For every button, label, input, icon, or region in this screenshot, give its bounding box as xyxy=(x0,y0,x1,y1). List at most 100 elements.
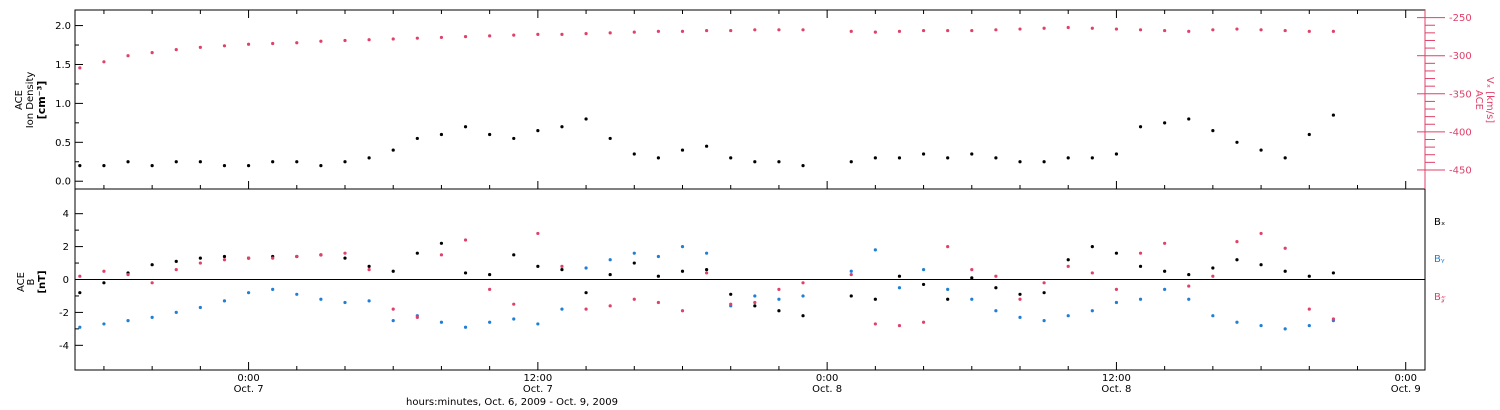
data-point xyxy=(150,263,154,267)
data-point xyxy=(439,35,444,40)
data-point xyxy=(463,325,468,329)
data-point xyxy=(198,261,202,265)
data-point xyxy=(1163,121,1167,125)
density-label-line-3: [cm⁻³] xyxy=(35,81,48,120)
data-point xyxy=(102,269,106,273)
data-point xyxy=(849,269,853,273)
data-point xyxy=(343,38,347,43)
data-point xyxy=(705,144,709,148)
data-point xyxy=(367,156,371,160)
data-point xyxy=(753,160,757,164)
data-point xyxy=(1187,29,1191,33)
data-point xyxy=(1235,258,1239,262)
data-point xyxy=(705,251,709,255)
data-point xyxy=(970,268,974,272)
density-tick-label: 0.0 xyxy=(55,177,71,188)
data-point xyxy=(246,42,251,46)
data-point xyxy=(222,254,227,259)
x-tick-date: Oct. 7 xyxy=(523,384,553,395)
data-point xyxy=(560,268,564,272)
data-point xyxy=(849,29,853,33)
data-point xyxy=(488,287,492,291)
data-point xyxy=(1066,314,1070,318)
data-point xyxy=(1090,271,1094,275)
data-point xyxy=(102,322,106,326)
data-point xyxy=(1211,274,1215,278)
data-point xyxy=(1066,264,1070,268)
data-point xyxy=(319,39,323,43)
data-point xyxy=(343,160,347,164)
data-point xyxy=(1187,117,1191,121)
data-point xyxy=(801,164,805,168)
data-point xyxy=(391,148,395,152)
data-point xyxy=(970,28,974,33)
data-point xyxy=(439,132,444,137)
data-point xyxy=(1018,297,1022,301)
data-point xyxy=(150,164,154,168)
data-point xyxy=(246,164,251,168)
data-point xyxy=(1163,269,1167,273)
data-point xyxy=(1138,125,1143,129)
data-point xyxy=(656,29,660,33)
x-tick-time: 0:00 xyxy=(1394,373,1416,384)
data-point xyxy=(632,152,636,156)
data-point xyxy=(78,164,82,168)
data-point xyxy=(801,314,805,318)
data-point xyxy=(512,136,516,141)
data-point xyxy=(391,37,395,41)
x-tick-date: Oct. 7 xyxy=(234,384,264,395)
data-point xyxy=(1187,284,1191,288)
data-point xyxy=(801,28,805,32)
data-point xyxy=(921,152,926,156)
data-point xyxy=(1283,28,1287,33)
b-tick-label: 0 xyxy=(63,275,69,286)
data-point xyxy=(753,304,757,308)
data-point xyxy=(970,152,974,156)
data-point xyxy=(584,266,588,270)
data-point xyxy=(1090,156,1094,160)
data-point xyxy=(439,241,444,245)
data-point xyxy=(536,231,540,236)
data-point xyxy=(608,272,612,277)
data-point xyxy=(777,160,781,164)
data-point xyxy=(174,310,178,315)
data-point xyxy=(1283,246,1287,250)
data-point xyxy=(1283,269,1287,273)
velocity-tick-label: -250 xyxy=(1449,13,1472,24)
data-point xyxy=(729,156,733,160)
data-point xyxy=(873,30,877,34)
data-point xyxy=(1066,156,1070,160)
data-point xyxy=(680,269,685,273)
data-point xyxy=(632,297,636,301)
data-point xyxy=(680,29,685,33)
data-point xyxy=(656,254,660,259)
data-point xyxy=(271,160,275,164)
data-point xyxy=(1114,27,1119,31)
b-tick-label: 2 xyxy=(63,242,69,253)
data-point xyxy=(946,287,950,291)
data-point xyxy=(1187,272,1191,277)
data-point xyxy=(222,44,227,48)
data-point xyxy=(512,317,516,321)
data-point xyxy=(222,299,227,303)
density-axis-label: ACE Ion Density [cm⁻³] xyxy=(14,72,48,129)
data-point xyxy=(126,272,130,277)
data-point xyxy=(849,160,853,164)
data-point xyxy=(1331,271,1335,275)
data-point xyxy=(198,160,202,164)
data-point xyxy=(729,302,733,306)
data-point xyxy=(1235,240,1239,244)
data-point xyxy=(126,319,130,323)
data-point xyxy=(536,129,540,133)
data-point xyxy=(439,320,444,324)
data-point xyxy=(873,156,877,160)
density-tick-label: 1.5 xyxy=(55,60,71,71)
data-point xyxy=(897,29,902,33)
data-point xyxy=(126,160,130,164)
b-label-line-3: [nT] xyxy=(37,270,48,293)
data-point xyxy=(849,272,853,277)
data-point xyxy=(415,315,419,319)
x-tick-date: Oct. 8 xyxy=(812,384,842,395)
data-point xyxy=(1211,28,1215,32)
velocity-label-line-2: Vₓ [km/s] xyxy=(1484,77,1495,123)
